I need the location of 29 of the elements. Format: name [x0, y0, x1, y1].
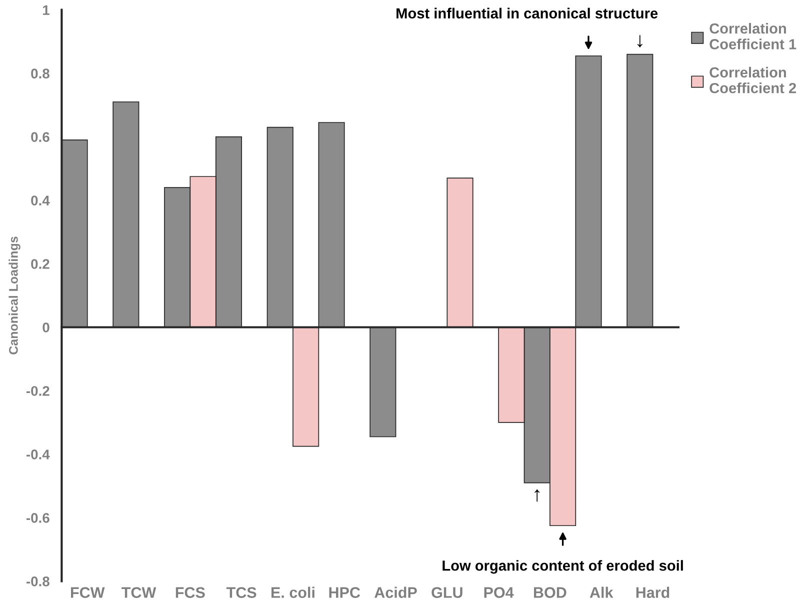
x-tick-label: FCW [71, 587, 105, 598]
x-tick-label: HPC [329, 587, 360, 598]
annotation: Most influential in canonical structure [396, 8, 658, 19]
y-tick-label: -0.2 [26, 386, 50, 396]
annotation: Low organic content of eroded soil [442, 560, 683, 574]
y-tick-label: 0.8 [31, 68, 50, 78]
x-tick-label: E. coli [271, 586, 314, 598]
x-tick-label: Alk [590, 586, 614, 598]
legend-label: Correlation Coefficient 1 [710, 22, 796, 50]
x-tick-label: TCW [122, 587, 156, 598]
x-tick-label: BOD [534, 587, 566, 598]
y-tick-label: 0 [42, 322, 50, 332]
y-tick-label: 0.6 [31, 132, 50, 142]
y-tick-label: 0.4 [31, 196, 50, 206]
y-tick-label: -0.8 [26, 576, 50, 586]
legend-label: Correlation Coefficient 2 [710, 66, 796, 94]
y-tick-label: 1 [43, 5, 50, 15]
annotation: ↑ [534, 489, 540, 502]
x-tick-label: AcidP [374, 586, 417, 598]
y-tick-label: 0.2 [31, 259, 50, 269]
x-tick-label: PO4 [484, 587, 514, 598]
annotation: ↓ [637, 35, 642, 48]
x-tick-label: Hard [636, 586, 670, 598]
x-tick-label: TCS [226, 587, 256, 598]
x-tick-label: FCS [176, 587, 205, 598]
y-tick-label: -0.6 [26, 513, 50, 523]
x-tick-label: GLU [432, 587, 462, 598]
y-axis-title: Canonical Loadings [8, 236, 20, 354]
y-tick-label: -0.4 [26, 450, 50, 460]
